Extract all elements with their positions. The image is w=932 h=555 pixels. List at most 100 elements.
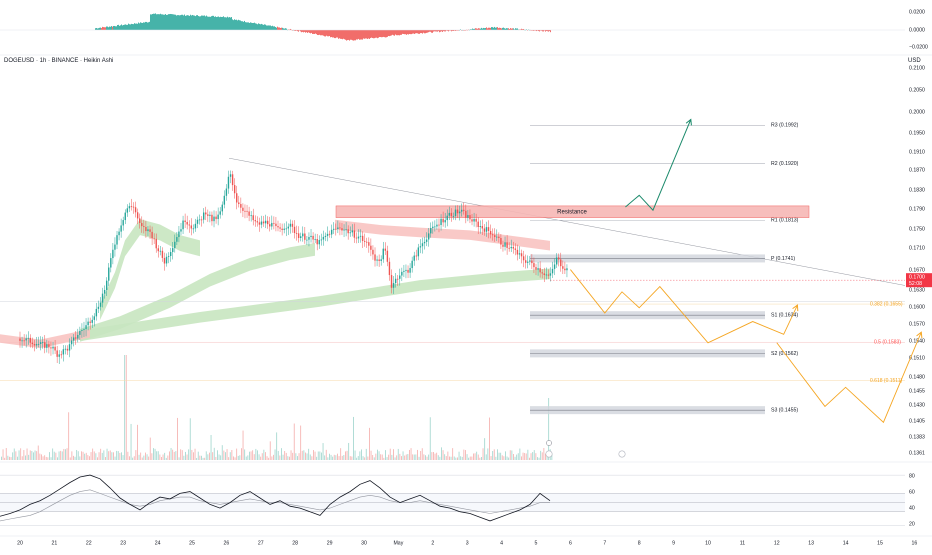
oscillator-bar: [436, 30, 437, 32]
oscillator-bar: [501, 28, 502, 30]
volume-bar: [28, 454, 30, 460]
candle: [108, 267, 110, 281]
oscillator-bar: [115, 26, 116, 30]
volume-bar: [463, 449, 465, 460]
oscillator-bar: [290, 28, 291, 30]
oscillator-bar: [277, 26, 278, 30]
volume-bar: [151, 453, 153, 460]
rsi-scale-label: 40: [909, 505, 915, 511]
candle: [508, 247, 510, 249]
oscillator-bar: [152, 14, 153, 30]
oscillator-bar: [309, 30, 310, 33]
oscillator-bar: [463, 30, 464, 31]
oscillator-bar: [297, 30, 298, 32]
candle: [380, 259, 382, 261]
candle: [330, 229, 333, 235]
oscillator-bar: [166, 14, 167, 30]
volume-bar: [441, 447, 442, 460]
oscillator-bar: [125, 24, 126, 30]
volume-bar: [337, 453, 338, 460]
oscillator-bar: [190, 14, 191, 30]
oscillator-bar: [453, 30, 454, 31]
price-candles: [19, 170, 568, 364]
oscillator-bar: [279, 27, 280, 30]
volume-bar: [90, 452, 92, 460]
volume-bar: [172, 449, 174, 460]
volume-bar: [252, 450, 254, 460]
x-tick-label: 23: [120, 540, 126, 546]
volume-bar: [490, 456, 492, 460]
candle: [23, 340, 25, 342]
oscillator-bar: [546, 30, 547, 32]
oscillator-bar: [342, 30, 343, 40]
volume-bar: [530, 453, 532, 460]
projection-arrow: [916, 331, 923, 339]
oscillator-bar: [549, 30, 550, 32]
candle: [19, 338, 21, 341]
volume-bar: [124, 355, 126, 460]
x-tick-label: 15: [877, 540, 883, 546]
oscillator-bar: [475, 28, 476, 30]
volume-bar: [79, 456, 81, 460]
oscillator-bar: [252, 23, 253, 30]
volume-bar: [154, 448, 156, 460]
volume-bar: [181, 450, 183, 460]
volume-bar: [47, 457, 49, 460]
volume-bar: [313, 450, 314, 460]
pivot-label: S1 (0.1634): [771, 313, 798, 319]
candle: [219, 211, 221, 215]
price-scale-label: 0.2000: [909, 109, 925, 115]
oscillator-bar: [550, 30, 551, 33]
oscillator-bar: [117, 24, 118, 30]
oscillator-bar: [210, 16, 211, 30]
volume-bar: [383, 457, 385, 460]
candle: [504, 242, 506, 247]
candle: [401, 271, 403, 276]
pivot-label: S3 (0.1455): [771, 408, 798, 414]
volume-bar: [529, 457, 530, 460]
candle: [25, 338, 27, 341]
candle: [399, 275, 401, 279]
candle: [450, 212, 453, 217]
oscillator-bar: [348, 30, 349, 40]
volume-bar: [196, 457, 198, 460]
target-arrow: [685, 118, 692, 126]
oscillator-bar: [464, 30, 465, 31]
oscillator-bar: [421, 30, 422, 34]
candle: [122, 220, 124, 226]
volume-bar: [292, 452, 294, 460]
volume-bar: [277, 450, 279, 460]
oscillator-bar: [374, 30, 375, 39]
alert-icon: [546, 440, 552, 446]
candle: [279, 227, 281, 229]
volume-bar: [156, 451, 158, 460]
candle: [566, 268, 568, 271]
candle: [326, 233, 329, 236]
oscillator-bar: [474, 28, 475, 30]
candle: [337, 227, 339, 229]
oscillator-bar: [142, 22, 143, 30]
oscillator-bar: [401, 30, 402, 35]
volume-bar: [37, 445, 39, 460]
volume-bar: [15, 451, 17, 460]
oscillator-bar: [486, 27, 487, 30]
candle: [310, 235, 312, 237]
oscillator-bar: [354, 30, 355, 41]
candle: [537, 268, 539, 270]
volume-bar: [407, 454, 409, 460]
oscillator-bar: [505, 28, 506, 30]
volume-bar: [77, 451, 79, 460]
oscillator-bar: [397, 30, 398, 36]
oscillator-bar: [409, 30, 410, 34]
candle: [477, 221, 479, 228]
candle: [314, 239, 316, 240]
oscillator-bar: [96, 27, 97, 30]
candle: [231, 174, 234, 186]
oscillator-bar: [349, 30, 350, 41]
volume-bar: [119, 452, 121, 460]
volume-bar: [109, 450, 111, 460]
oscillator-bar: [314, 30, 315, 34]
candle: [64, 348, 67, 350]
oscillator-bar: [513, 28, 514, 30]
